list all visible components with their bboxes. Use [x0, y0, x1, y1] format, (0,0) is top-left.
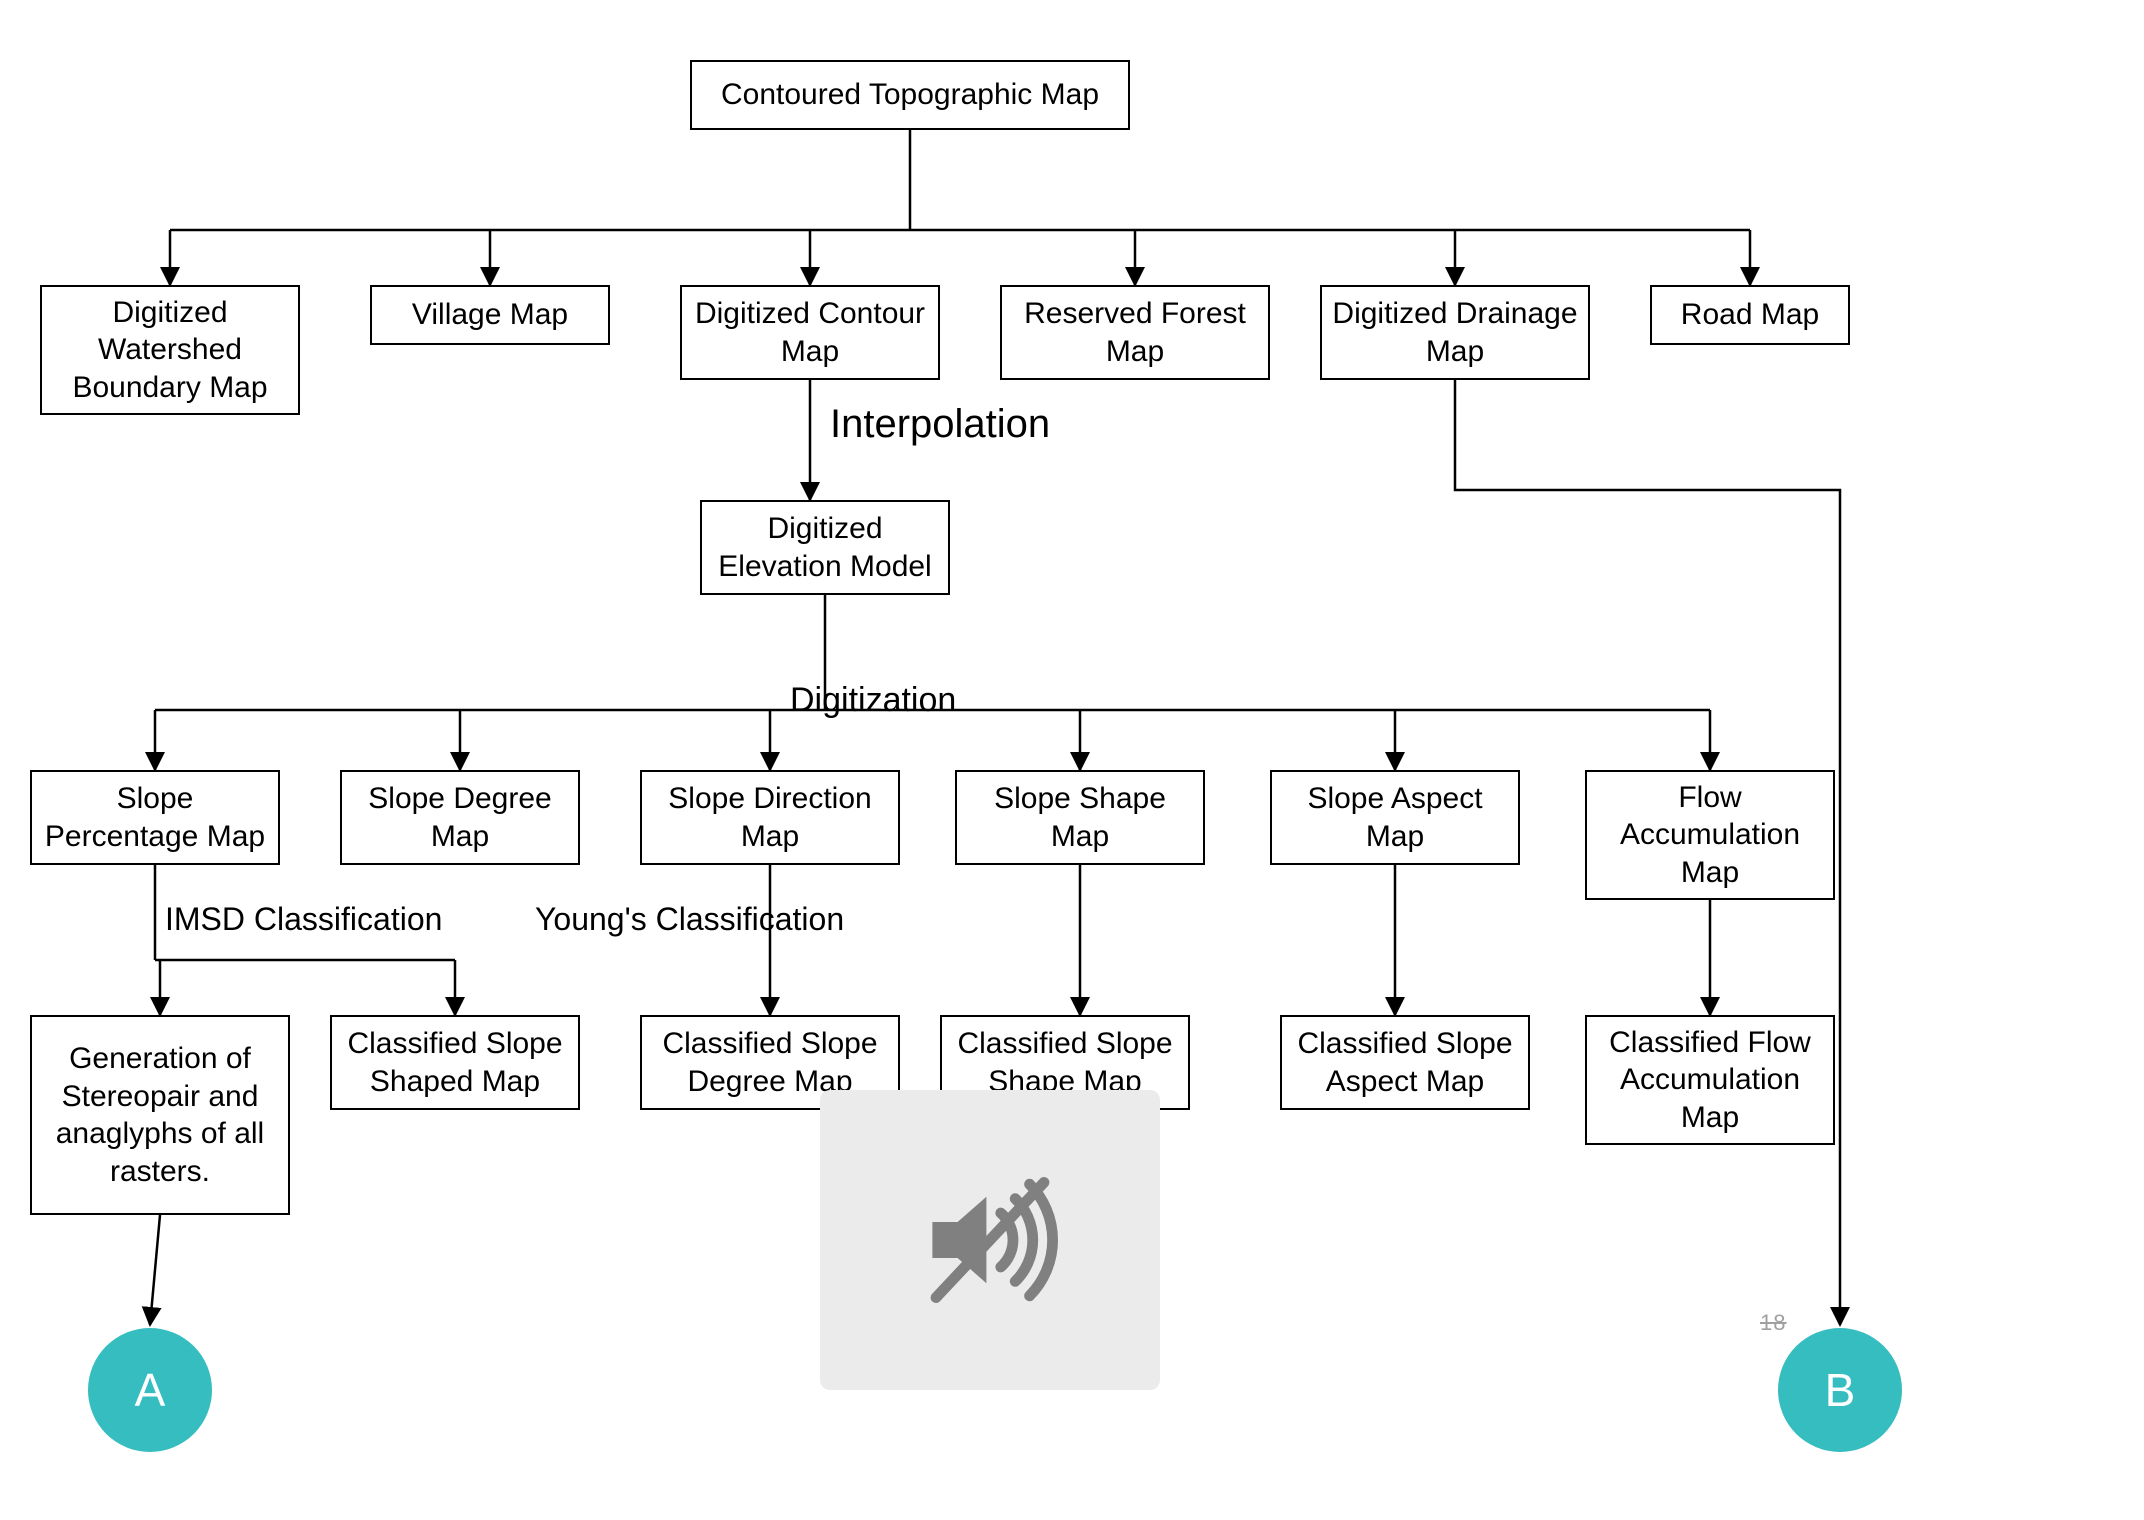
- label-digitization: Digitization: [790, 680, 956, 721]
- node-cls-flow: Classified Flow Accumulation Map: [1585, 1015, 1835, 1145]
- node-label: Slope Aspect Map: [1282, 780, 1508, 855]
- node-village: Village Map: [370, 285, 610, 345]
- connector-label: A: [135, 1363, 166, 1417]
- node-label: Digitized Elevation Model: [712, 510, 938, 585]
- connector-b: B: [1778, 1328, 1902, 1452]
- node-stereo: Generation of Stereopair and anaglyphs o…: [30, 1015, 290, 1215]
- node-slope-pct: Slope Percentage Map: [30, 770, 280, 865]
- node-contour: Digitized Contour Map: [680, 285, 940, 380]
- node-label: Flow Accumulation Map: [1597, 779, 1823, 892]
- node-label: Road Map: [1681, 296, 1819, 334]
- node-slope-asp: Slope Aspect Map: [1270, 770, 1520, 865]
- node-label: Slope Percentage Map: [42, 780, 268, 855]
- node-label: Classified Slope Shape Map: [952, 1025, 1178, 1100]
- node-reserved: Reserved Forest Map: [1000, 285, 1270, 380]
- node-label: Classified Flow Accumulation Map: [1597, 1024, 1823, 1137]
- node-slope-shape: Slope Shape Map: [955, 770, 1205, 865]
- node-label: Reserved Forest Map: [1012, 295, 1258, 370]
- node-label: Contoured Topographic Map: [721, 76, 1099, 114]
- node-label: Classified Slope Aspect Map: [1292, 1025, 1518, 1100]
- node-label: Classified Slope Degree Map: [652, 1025, 888, 1100]
- node-cls-aspect: Classified Slope Aspect Map: [1280, 1015, 1530, 1110]
- node-label: Slope Degree Map: [352, 780, 568, 855]
- node-root: Contoured Topographic Map: [690, 60, 1130, 130]
- node-label: Digitized Drainage Map: [1332, 295, 1578, 370]
- node-slope-deg: Slope Degree Map: [340, 770, 580, 865]
- node-label: Generation of Stereopair and anaglyphs o…: [42, 1040, 278, 1190]
- node-label: Classified Slope Shaped Map: [342, 1025, 568, 1100]
- node-label: Digitized Watershed Boundary Map: [52, 294, 288, 407]
- node-label: Digitized Contour Map: [692, 295, 928, 370]
- label-interpolation: Interpolation: [830, 400, 1050, 448]
- node-flow: Flow Accumulation Map: [1585, 770, 1835, 900]
- label-young: Young's Classification: [535, 900, 844, 938]
- node-label: Slope Direction Map: [652, 780, 888, 855]
- node-drainage: Digitized Drainage Map: [1320, 285, 1590, 380]
- node-road: Road Map: [1650, 285, 1850, 345]
- node-dem: Digitized Elevation Model: [700, 500, 950, 595]
- node-label: Slope Shape Map: [967, 780, 1193, 855]
- flowchart-stage: Contoured Topographic Map Digitized Wate…: [0, 0, 2144, 1520]
- node-watershed: Digitized Watershed Boundary Map: [40, 285, 300, 415]
- page-number: 18: [1760, 1310, 1786, 1336]
- node-slope-dir: Slope Direction Map: [640, 770, 900, 865]
- node-cls-shape: Classified Slope Shaped Map: [330, 1015, 580, 1110]
- connector-label: B: [1825, 1363, 1856, 1417]
- label-imsd: IMSD Classification: [165, 900, 442, 938]
- mute-overlay: [820, 1090, 1160, 1390]
- connector-a: A: [88, 1328, 212, 1452]
- volume-muted-icon: [900, 1150, 1080, 1330]
- node-label: Village Map: [412, 296, 568, 334]
